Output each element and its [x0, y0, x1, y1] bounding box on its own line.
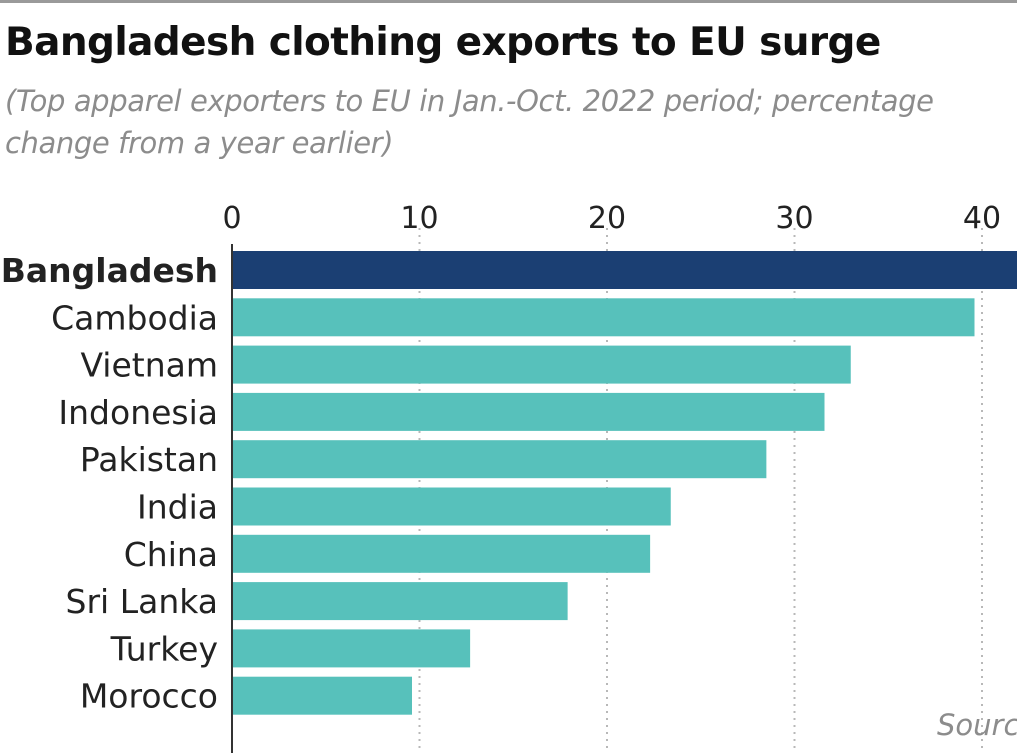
category-label-cambodia: Cambodia [51, 298, 218, 337]
x-tick-label-2: 20 [588, 201, 626, 236]
chart-title: Bangladesh clothing exports to EU surge [5, 20, 881, 65]
bar-bangladesh [232, 251, 1017, 289]
category-label-china: China [124, 535, 218, 574]
category-label-turkey: Turkey [110, 629, 218, 668]
bar-vietnam [232, 345, 851, 384]
x-tick-label-3: 30 [775, 201, 813, 236]
bar-india [232, 487, 671, 526]
x-tick-label-4: 40 [963, 201, 1001, 236]
bar-china [232, 534, 651, 573]
bar-sri-lanka [232, 582, 568, 621]
x-tick-label-1: 10 [400, 201, 438, 236]
category-label-morocco: Morocco [80, 677, 218, 716]
category-label-indonesia: Indonesia [58, 393, 218, 432]
category-label-india: India [137, 488, 218, 527]
category-label-pakistan: Pakistan [80, 440, 218, 479]
bar-cambodia [232, 298, 975, 337]
chart-subtitle: (Top apparel exporters to EU in Jan.-Oct… [5, 84, 934, 160]
bar-pakistan [232, 440, 767, 479]
top-rule [0, 0, 1017, 3]
bar-morocco [232, 676, 412, 715]
category-label-sri-lanka: Sri Lanka [66, 582, 218, 621]
bars [232, 251, 1017, 715]
x-tick-label-0: 0 [222, 201, 241, 236]
source-label: Sourc [937, 708, 1017, 742]
bar-turkey [232, 629, 471, 668]
labels: 0 10 20 30 40 Bangladesh Cambodia Vietnam Indone… [1, 201, 1001, 716]
category-label-vietnam: Vietnam [80, 346, 218, 385]
category-label-bangladesh: Bangladesh [1, 251, 218, 290]
bar-indonesia [232, 392, 825, 431]
